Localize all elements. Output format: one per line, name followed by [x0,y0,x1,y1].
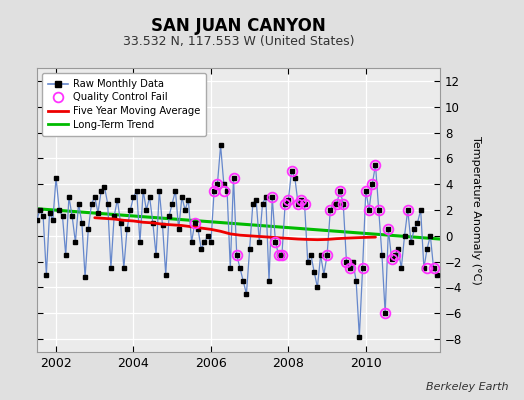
Text: 33.532 N, 117.553 W (United States): 33.532 N, 117.553 W (United States) [123,36,354,48]
Text: Berkeley Earth: Berkeley Earth [426,382,508,392]
Y-axis label: Temperature Anomaly (°C): Temperature Anomaly (°C) [471,136,481,284]
Legend: Raw Monthly Data, Quality Control Fail, Five Year Moving Average, Long-Term Tren: Raw Monthly Data, Quality Control Fail, … [42,73,206,136]
Text: SAN JUAN CANYON: SAN JUAN CANYON [151,17,326,35]
